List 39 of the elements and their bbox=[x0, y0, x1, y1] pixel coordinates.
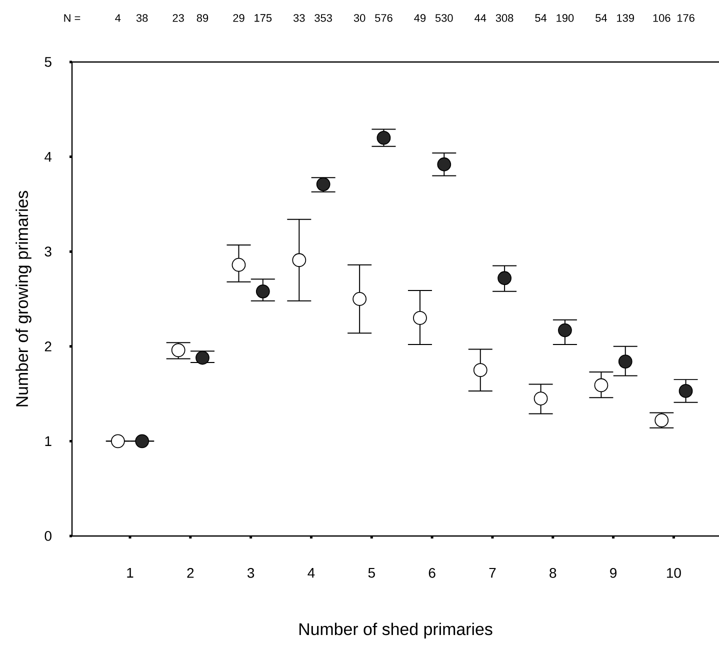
y-tick-label: 2 bbox=[44, 342, 52, 352]
y-tick-label: 4 bbox=[44, 152, 52, 162]
text: 33 bbox=[293, 14, 305, 22]
x-tick-label: 7 bbox=[489, 568, 496, 578]
text: N = bbox=[64, 14, 80, 22]
text: 44 bbox=[474, 14, 486, 22]
x-tick-label: 1 bbox=[127, 568, 134, 578]
text: 308 bbox=[496, 14, 514, 22]
x-tick-label: 2 bbox=[187, 568, 194, 578]
x-tick-label: 6 bbox=[428, 568, 436, 578]
text: 38 bbox=[136, 14, 148, 22]
text: 106 bbox=[653, 14, 670, 22]
text: 23 bbox=[172, 14, 184, 22]
text: 29 bbox=[233, 14, 244, 22]
x-tick-label: 3 bbox=[247, 568, 254, 578]
x-axis-title: Number of shed primaries bbox=[299, 622, 492, 639]
x-tick-label: 10 bbox=[667, 568, 681, 578]
text: 54 bbox=[535, 14, 547, 22]
y-tick-label: 1 bbox=[45, 436, 52, 446]
y-tick-label: 5 bbox=[44, 57, 52, 67]
y-tick-label: 0 bbox=[44, 531, 52, 541]
x-tick-label: 9 bbox=[610, 568, 617, 578]
x-tick-label: 4 bbox=[308, 568, 315, 578]
text: 530 bbox=[435, 14, 453, 22]
text: 176 bbox=[677, 14, 694, 22]
text: 576 bbox=[375, 14, 392, 22]
text: 49 bbox=[414, 14, 426, 22]
x-tick-label: 8 bbox=[550, 568, 556, 578]
text: 89 bbox=[196, 14, 208, 22]
text: 190 bbox=[556, 14, 574, 22]
x-tick-label: 5 bbox=[368, 568, 375, 578]
text: 54 bbox=[596, 14, 607, 22]
text: 175 bbox=[254, 14, 272, 22]
text: 353 bbox=[314, 14, 332, 22]
text: 139 bbox=[617, 14, 634, 22]
text: 4 bbox=[115, 14, 121, 22]
y-tick-label: 3 bbox=[44, 246, 52, 257]
y-axis-title: Number of growing primaries bbox=[16, 190, 32, 406]
text: 30 bbox=[354, 14, 366, 22]
